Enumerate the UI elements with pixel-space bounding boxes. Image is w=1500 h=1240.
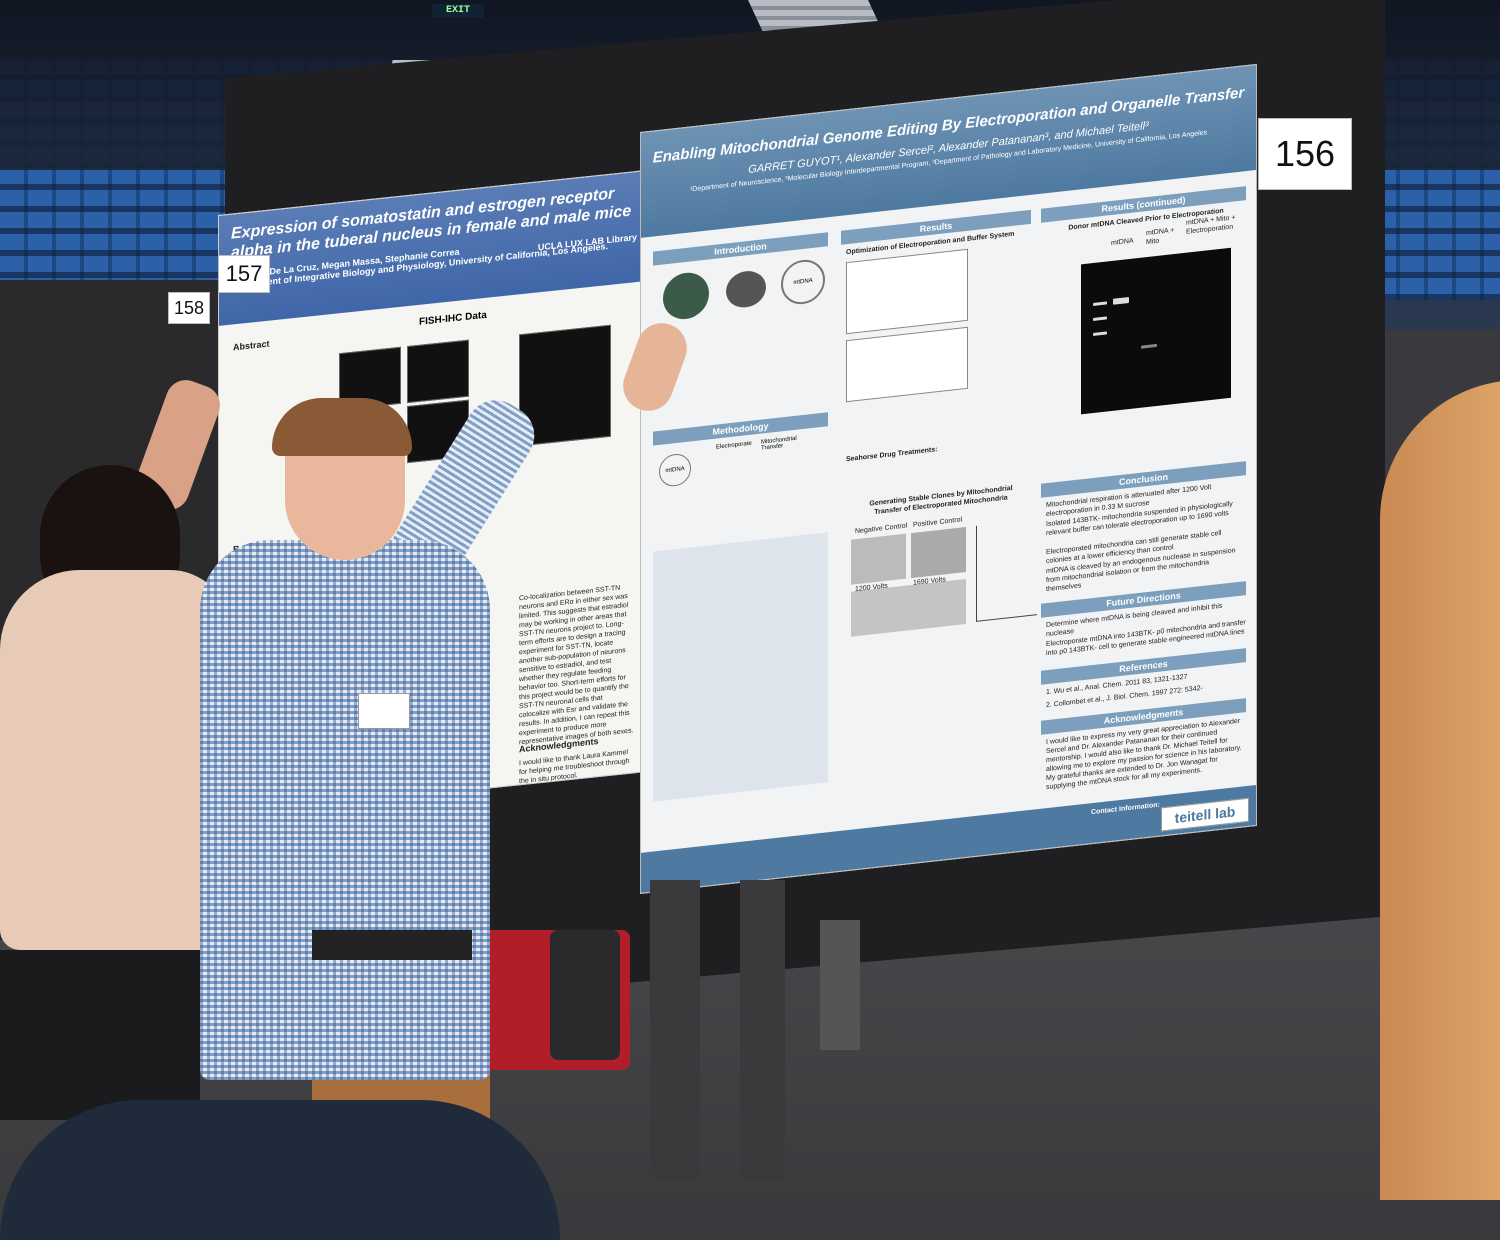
colony-count-chart [976,519,1037,622]
presenter-hair [272,398,412,456]
workflow-diagram [653,532,828,802]
poster-156-affiliations: ¹Department of Neuroscience, ²Molecular … [689,129,1208,194]
presenter-belt [312,930,472,960]
mtdna-diagram: mtDNA [781,257,825,307]
fish-ihc-heading: FISH-IHC Data [419,309,487,328]
woman-pants [0,950,200,1120]
gel-band [1113,297,1129,305]
micrograph [407,339,469,404]
exit-sign: EXIT [432,4,484,18]
teitell-lab-logo: teitell lab [1161,797,1249,832]
ocr-plot-b [846,326,968,403]
poster-156: Enabling Mitochondrial Genome Editing By… [640,63,1257,894]
gel-lane-label: mtDNA [1111,237,1134,248]
foreground-person-hair [1380,380,1500,1200]
person-legs [820,920,860,1050]
woman-blazer [0,570,230,950]
person-legs [740,880,785,1180]
clone-image [851,533,906,585]
contact-label: Contact Information: [1091,801,1160,817]
foreground-person-head [0,1100,560,1240]
board-number-157: 157 [218,255,270,293]
board-number-156: 156 [1258,118,1352,190]
person-legs [650,880,700,1180]
clone-image [911,527,966,579]
gel-band [1141,343,1157,349]
ocr-plot-a [846,248,968,335]
gel-band [1093,301,1107,306]
drug-treatments-label: Seahorse Drug Treatments: [846,446,938,464]
stable-clones-title: Generating Stable Clones by Mitochondria… [869,484,1013,517]
presenter-shirt-pattern [200,540,490,1080]
name-badge [358,693,410,729]
presenter-shirt [200,540,490,1080]
gel-band [1093,331,1107,336]
method-transfer: Mitochondrial Transfer [761,435,797,452]
gel-lane-label: mtDNA + Mito [1146,227,1175,247]
board-number-158: 158 [168,292,210,324]
mitochondrion-diagram [726,269,766,310]
agarose-gel-image [1081,247,1231,415]
method-electroporate: Electroporate [716,440,752,451]
gel-band [1093,316,1107,321]
cell-diagram [663,270,709,322]
method-mtdna: mtDNA [659,452,691,488]
abstract-heading: Abstract [233,338,270,353]
black-backpack [550,930,620,1060]
discussion-text: Co-localization between SST-TN neurons a… [519,584,634,747]
